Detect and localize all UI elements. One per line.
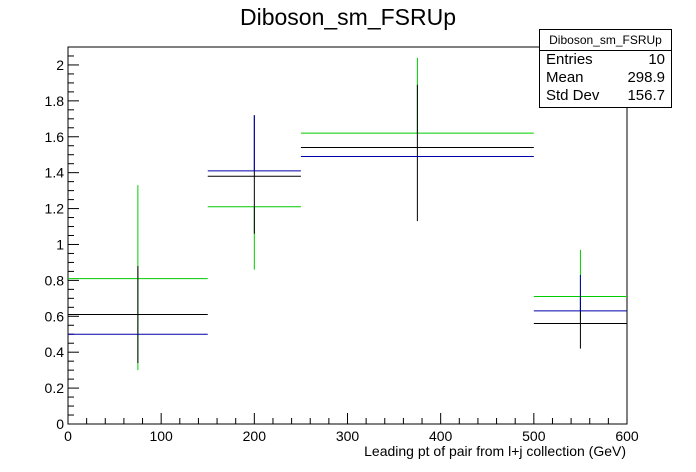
- stats-value-entries: 10: [648, 51, 665, 68]
- stats-label-stddev: Std Dev: [546, 87, 600, 104]
- y-tick-label: 1.4: [45, 165, 65, 181]
- x-tick-label: 0: [64, 428, 72, 444]
- x-tick-label: 400: [429, 428, 453, 444]
- stats-label-mean: Mean: [546, 69, 584, 86]
- stats-row-stddev: Std Dev 156.7: [540, 87, 671, 105]
- y-tick-label: 1: [56, 236, 64, 252]
- stats-box: Diboson_sm_FSRUp Entries 10 Mean 298.9 S…: [539, 29, 672, 108]
- x-tick-label: 300: [336, 428, 360, 444]
- y-tick-label: 0.2: [45, 380, 65, 396]
- y-tick-label: 1.6: [45, 129, 65, 145]
- y-tick-label: 0.8: [45, 272, 65, 288]
- y-tick-label: 0: [56, 416, 64, 432]
- y-tick-label: 0.6: [45, 308, 65, 324]
- x-tick-label: 200: [243, 428, 267, 444]
- chart-title: Diboson_sm_FSRUp: [239, 4, 457, 30]
- stats-row-mean: Mean 298.9: [540, 69, 671, 87]
- x-tick-label: 100: [149, 428, 173, 444]
- x-axis-label: Leading pt of pair from l+j collection (…: [364, 443, 626, 459]
- stats-title: Diboson_sm_FSRUp: [540, 30, 671, 51]
- stats-value-stddev: 156.7: [627, 87, 665, 104]
- x-tick-label: 600: [615, 428, 639, 444]
- stats-row-entries: Entries 10: [540, 51, 671, 69]
- y-tick-label: 1.2: [45, 201, 65, 217]
- stats-label-entries: Entries: [546, 51, 593, 68]
- y-tick-label: 2: [56, 57, 64, 73]
- stats-value-mean: 298.9: [627, 69, 665, 86]
- x-tick-label: 500: [522, 428, 546, 444]
- y-tick-label: 1.8: [45, 93, 65, 109]
- y-tick-label: 0.4: [45, 344, 65, 360]
